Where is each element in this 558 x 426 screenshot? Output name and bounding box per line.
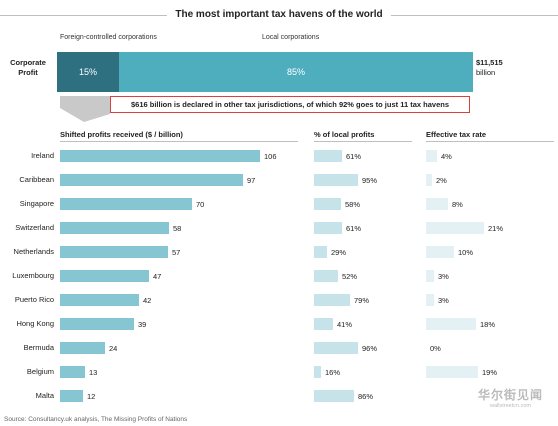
tax-value-label: 4% [441, 152, 452, 161]
shifted-value-label: 97 [247, 176, 256, 185]
row-label: Netherlands [13, 247, 54, 256]
local-bar [314, 222, 342, 234]
local-bar [314, 198, 341, 210]
local-value-label: 95% [362, 176, 378, 185]
local-value-label: 61% [346, 152, 362, 161]
shifted-bar [60, 270, 149, 282]
shifted-bar [60, 222, 169, 234]
header-tax-rate: Effective tax rate [426, 130, 487, 139]
tax-bar [426, 174, 432, 186]
chart-title: The most important tax havens of the wor… [0, 9, 558, 20]
local-bar [314, 390, 354, 402]
tax-bar [426, 198, 448, 210]
local-segment: 85% [119, 52, 473, 92]
row-label: Switzerland [15, 223, 54, 232]
local-value-label: 61% [346, 224, 362, 233]
tax-value-label: 3% [438, 296, 449, 305]
local-bar [314, 366, 321, 378]
foreign-segment: 15% [57, 52, 119, 92]
tax-bar [426, 294, 434, 306]
shifted-bar [60, 318, 134, 330]
shifted-bar [60, 366, 85, 378]
tax-bar [426, 366, 478, 378]
total-label: $11,515 billion [476, 58, 503, 77]
shifted-value-label: 42 [143, 296, 152, 305]
tax-value-label: 8% [452, 200, 463, 209]
tax-bar [426, 150, 437, 162]
tax-value-label: 19% [482, 368, 498, 377]
local-bar [314, 342, 358, 354]
header-local-profits: % of local profits [314, 130, 375, 139]
tax-value-label: 21% [488, 224, 504, 233]
local-bar [314, 150, 342, 162]
local-bar [314, 246, 327, 258]
funnel-arrow [60, 96, 110, 122]
row-label: Caribbean [19, 175, 54, 184]
shifted-bar [60, 390, 83, 402]
shifted-bar [60, 246, 168, 258]
local-value-label: 58% [345, 200, 361, 209]
tax-bar [426, 270, 434, 282]
local-value-label: 79% [354, 296, 370, 305]
row-label: Ireland [31, 151, 54, 160]
shifted-bar [60, 342, 105, 354]
header-shifted-profits: Shifted profits received ($ / billion) [60, 130, 183, 139]
local-bar [314, 294, 350, 306]
shifted-value-label: 47 [153, 272, 162, 281]
tax-value-label: 18% [480, 320, 496, 329]
tax-value-label: 10% [458, 248, 474, 257]
tax-bar [426, 222, 484, 234]
foreign-label: Foreign-controlled corporations [60, 34, 157, 41]
shifted-bar [60, 294, 139, 306]
shifted-value-label: 24 [109, 344, 118, 353]
local-value-label: 52% [342, 272, 358, 281]
shifted-value-label: 12 [87, 392, 96, 401]
source-note: Source: Consultancy.uk analysis, The Mis… [4, 416, 188, 423]
local-value-label: 29% [331, 248, 347, 257]
shifted-value-label: 39 [138, 320, 147, 329]
shifted-value-label: 13 [89, 368, 98, 377]
local-value-label: 86% [358, 392, 374, 401]
tax-bar [426, 318, 476, 330]
row-label: Luxembourg [12, 271, 54, 280]
shifted-value-label: 57 [172, 248, 181, 257]
shifted-value-label: 106 [264, 152, 277, 161]
tax-value-label: 2% [436, 176, 447, 185]
shifted-bar [60, 174, 243, 186]
row-label: Malta [35, 391, 54, 400]
shifted-value-label: 70 [196, 200, 205, 209]
local-bar [314, 270, 338, 282]
local-value-label: 96% [362, 344, 378, 353]
tax-value-label: 0% [430, 344, 441, 353]
row-label: Hong Kong [16, 319, 54, 328]
shifted-bar [60, 198, 192, 210]
local-bar [314, 318, 333, 330]
local-bar [314, 174, 358, 186]
local-value-label: 16% [325, 368, 341, 377]
shifted-value-label: 58 [173, 224, 182, 233]
watermark: 华尔街见闻 wallstreetcn.com [478, 388, 544, 409]
row-label: Singapore [19, 199, 54, 208]
tax-value-label: 3% [438, 272, 449, 281]
corporate-profit-label: Corporate Profit [10, 58, 46, 77]
callout-annotation: $616 billion is declared in other tax ju… [110, 96, 470, 113]
row-label: Puerto Rico [14, 295, 54, 304]
tax-bar [426, 246, 454, 258]
row-label: Belgium [26, 367, 54, 376]
shifted-bar [60, 150, 260, 162]
row-label: Bermuda [23, 343, 54, 352]
local-value-label: 41% [337, 320, 353, 329]
local-label: Local corporations [262, 34, 320, 41]
